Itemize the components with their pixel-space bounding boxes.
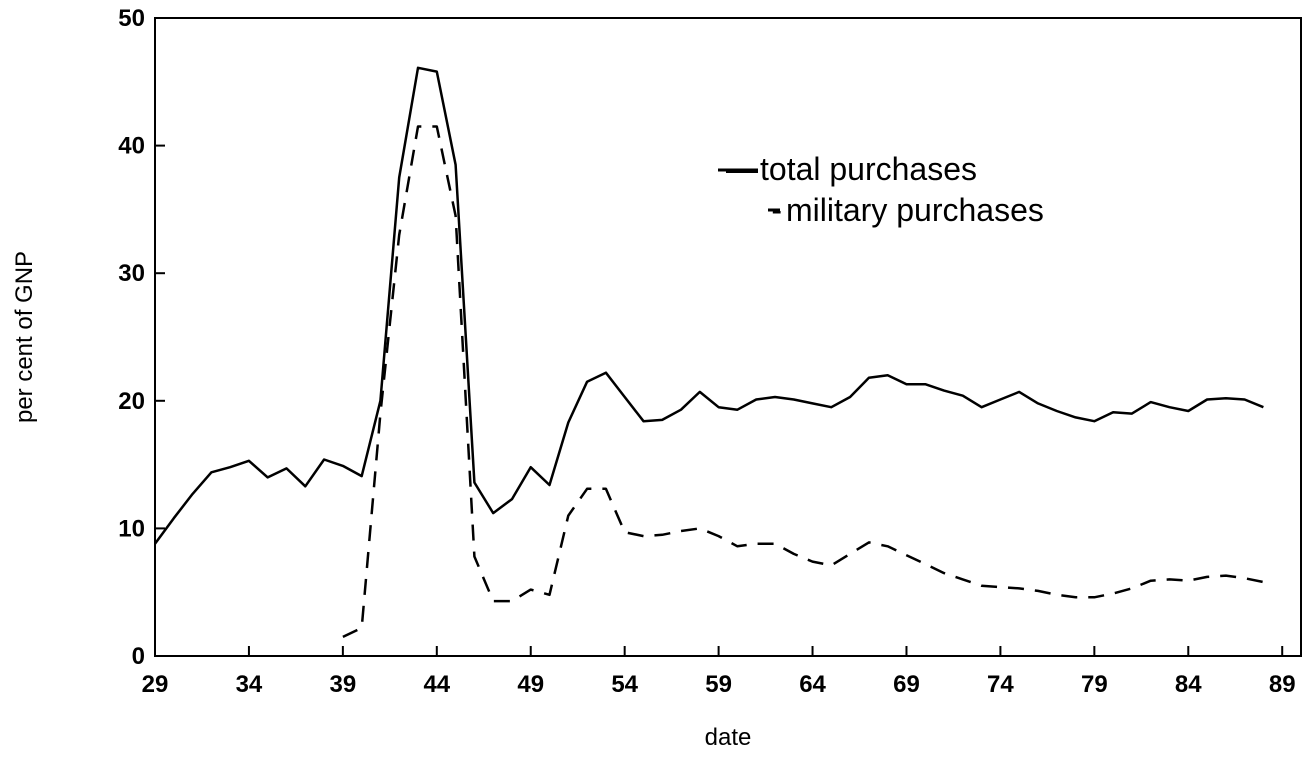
y-tick-label: 0 — [132, 643, 145, 670]
x-tick-label: 29 — [142, 671, 169, 698]
legend: — total purchases - military purchases — [726, 151, 1044, 228]
x-tick-label: 64 — [799, 671, 826, 698]
x-tick-label: 54 — [611, 671, 638, 698]
y-tick-label: 50 — [118, 5, 145, 32]
y-axis: 0 10 20 30 40 50 — [118, 5, 165, 670]
x-tick-label: 69 — [893, 671, 920, 698]
y-tick-label: 20 — [118, 388, 145, 415]
y-tick-label: 10 — [118, 515, 145, 542]
x-tick-label: 59 — [705, 671, 732, 698]
series-group — [153, 66, 1264, 639]
x-tick-label: 44 — [423, 671, 450, 698]
y-tick-label: 30 — [118, 260, 145, 287]
x-axis: 29 34 39 44 49 54 59 64 69 74 79 84 89 — [142, 646, 1296, 698]
legend-label-military: military purchases — [786, 192, 1044, 228]
x-tick-label: 49 — [517, 671, 544, 698]
y-tick-label: 40 — [118, 133, 145, 160]
legend-label-total: total purchases — [760, 151, 977, 187]
x-tick-label: 74 — [987, 671, 1014, 698]
x-tick-label: 79 — [1081, 671, 1108, 698]
x-tick-label: 39 — [330, 671, 357, 698]
x-tick-label: 84 — [1175, 671, 1202, 698]
x-tick-label: 89 — [1269, 671, 1296, 698]
x-axis-title: date — [705, 724, 752, 751]
y-axis-title: per cent of GNP — [11, 251, 38, 423]
series-line-military-purchases — [342, 125, 1264, 639]
x-tick-label: 34 — [236, 671, 263, 698]
series-line-total-purchases — [153, 66, 1264, 545]
plot-frame — [154, 17, 1302, 657]
